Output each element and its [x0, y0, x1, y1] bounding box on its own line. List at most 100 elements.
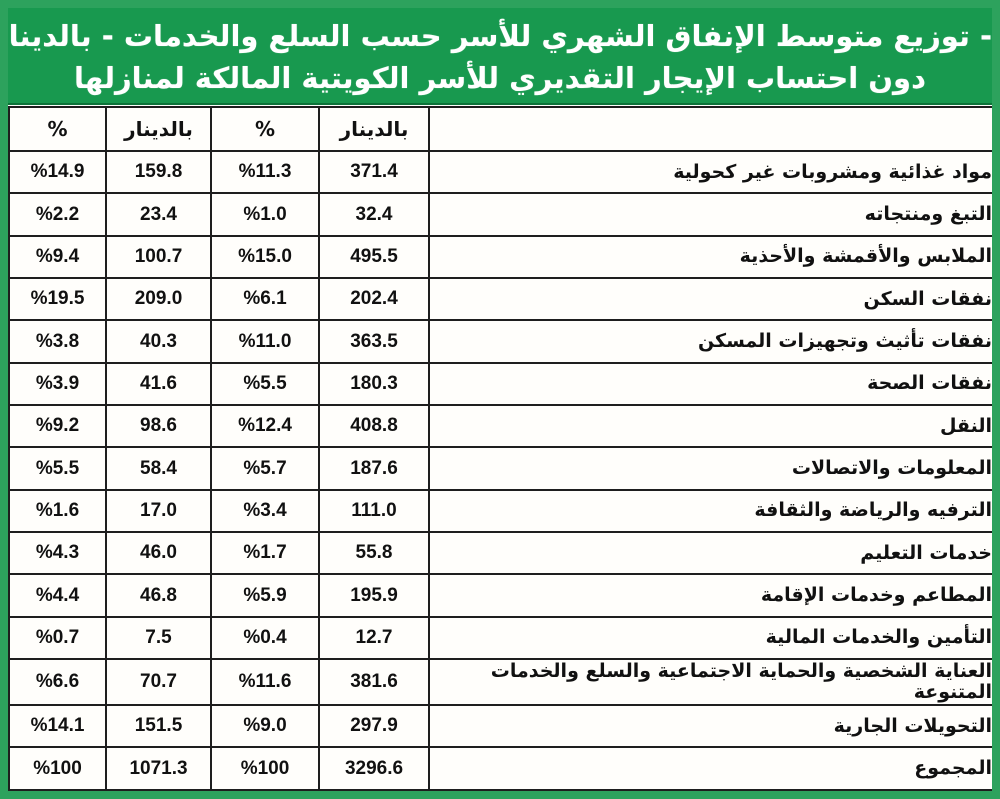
- pct-cell: %5.5: [8, 446, 107, 491]
- pct-cell: %6.1: [210, 277, 320, 322]
- pct-cell: %5.7: [210, 446, 320, 491]
- pct-cell: %1.0: [210, 192, 320, 237]
- title-line-1: - توزيع متوسط الإنفاق الشهري للأسر حسب ا…: [0, 19, 992, 53]
- pct-cell: %1.6: [8, 488, 107, 534]
- pct-cell: %11.6: [210, 658, 320, 707]
- dinar-cell: 41.6: [105, 361, 212, 407]
- dinar-cell: 70.7: [105, 658, 212, 707]
- dinar-cell: 98.6: [105, 404, 212, 449]
- table-row: %9.2 98.6 %12.4 408.8 النقل: [8, 404, 994, 449]
- dinar-cell: 202.4: [318, 277, 430, 322]
- table-row: %3.8 40.3 %11.0 363.5 نفقات تأثيث وتجهيز…: [8, 319, 994, 364]
- pct-cell: %9.0: [210, 704, 320, 749]
- pct-cell: %100: [8, 746, 107, 791]
- dinar-cell: 363.5: [318, 319, 430, 364]
- pct-cell: %0.4: [210, 615, 320, 661]
- table-header-row: % بالدينار % بالدينار: [8, 106, 994, 152]
- table-row: %4.4 46.8 %5.9 195.9 المطاعم وخدمات الإق…: [8, 573, 994, 618]
- pct-cell: %1.7: [210, 531, 320, 576]
- table-row: %14.1 151.5 %9.0 297.9 التحويلات الجارية: [8, 704, 994, 749]
- dinar-header: بالدينار: [105, 106, 212, 152]
- dinar-cell: 371.4: [318, 149, 430, 195]
- pct-cell: %3.9: [8, 361, 107, 407]
- dinar-cell: 46.0: [105, 531, 212, 576]
- pct-cell: %2.2: [8, 192, 107, 237]
- table-row: %6.6 70.7 %11.6 381.6 العناية الشخصية وا…: [8, 658, 994, 707]
- category-cell: التبغ ومنتجاته: [428, 192, 994, 237]
- category-cell: النقل: [428, 404, 994, 449]
- category-cell: خدمات التعليم: [428, 531, 994, 576]
- dinar-cell: 381.6: [318, 658, 430, 707]
- pct-cell: %9.4: [8, 234, 107, 280]
- pct-cell: %5.9: [210, 573, 320, 618]
- pct-cell: %9.2: [8, 404, 107, 449]
- pct-cell: %14.1: [8, 704, 107, 749]
- dinar-cell: 23.4: [105, 192, 212, 237]
- table-row: %19.5 209.0 %6.1 202.4 نفقات السكن: [8, 277, 994, 322]
- dinar-cell: 32.4: [318, 192, 430, 237]
- table-row: %2.2 23.4 %1.0 32.4 التبغ ومنتجاته: [8, 192, 994, 237]
- dinar-cell: 159.8: [105, 149, 212, 195]
- table-row: %9.4 100.7 %15.0 495.5 الملابس والأقمشة …: [8, 234, 994, 280]
- pct-cell: %4.4: [8, 573, 107, 618]
- pct-cell: %11.3: [210, 149, 320, 195]
- dinar-cell: 1071.3: [105, 746, 212, 791]
- table-row: %100 1071.3 %100 3296.6 المجموع: [8, 746, 994, 791]
- pct-cell: %14.9: [8, 149, 107, 195]
- pct-cell: %6.6: [8, 658, 107, 707]
- category-cell: نفقات السكن: [428, 277, 994, 322]
- dinar-cell: 40.3: [105, 319, 212, 364]
- dinar-cell: 12.7: [318, 615, 430, 661]
- table-row: %5.5 58.4 %5.7 187.6 المعلومات والاتصالا…: [8, 446, 994, 491]
- dinar-cell: 17.0: [105, 488, 212, 534]
- pct-cell: %0.7: [8, 615, 107, 661]
- percent-header: %: [8, 106, 107, 152]
- dinar-header: بالدينار: [318, 106, 430, 152]
- pct-cell: %100: [210, 746, 320, 791]
- dinar-cell: 55.8: [318, 531, 430, 576]
- title-banner: - توزيع متوسط الإنفاق الشهري للأسر حسب ا…: [0, 8, 992, 105]
- dinar-cell: 209.0: [105, 277, 212, 322]
- dinar-cell: 46.8: [105, 573, 212, 618]
- percent-header: %: [210, 106, 320, 152]
- pct-cell: %11.0: [210, 319, 320, 364]
- category-header: [428, 106, 994, 152]
- category-cell: المعلومات والاتصالات: [428, 446, 994, 491]
- category-cell: المجموع: [428, 746, 994, 791]
- pct-cell: %5.5: [210, 361, 320, 407]
- table-row: %0.7 7.5 %0.4 12.7 التأمين والخدمات الما…: [8, 615, 994, 661]
- category-cell: الملابس والأقمشة والأحذية: [428, 234, 994, 280]
- category-cell: المطاعم وخدمات الإقامة: [428, 573, 994, 618]
- dinar-cell: 7.5: [105, 615, 212, 661]
- dinar-cell: 408.8: [318, 404, 430, 449]
- dinar-cell: 3296.6: [318, 746, 430, 791]
- table-row: %3.9 41.6 %5.5 180.3 نفقات الصحة: [8, 361, 994, 407]
- table-row: %14.9 159.8 %11.3 371.4 مواد غذائية ومشر…: [8, 149, 994, 195]
- dinar-cell: 58.4: [105, 446, 212, 491]
- title-line-2: دون احتساب الإيجار التقديري للأسر الكويت…: [74, 61, 926, 95]
- pct-cell: %15.0: [210, 234, 320, 280]
- pct-cell: %4.3: [8, 531, 107, 576]
- category-cell: العناية الشخصية والحماية الاجتماعية والس…: [428, 658, 994, 707]
- category-cell: التأمين والخدمات المالية: [428, 615, 994, 661]
- dinar-cell: 297.9: [318, 704, 430, 749]
- category-cell: مواد غذائية ومشروبات غير كحولية: [428, 149, 994, 195]
- table-row: %1.6 17.0 %3.4 111.0 الترفيه والرياضة وا…: [8, 488, 994, 534]
- dinar-cell: 180.3: [318, 361, 430, 407]
- dinar-cell: 151.5: [105, 704, 212, 749]
- dinar-cell: 187.6: [318, 446, 430, 491]
- expenditure-table: % بالدينار % بالدينار %14.9 159.8 %11.3 …: [8, 106, 994, 791]
- category-cell: الترفيه والرياضة والثقافة: [428, 488, 994, 534]
- dinar-cell: 195.9: [318, 573, 430, 618]
- category-cell: نفقات تأثيث وتجهيزات المسكن: [428, 319, 994, 364]
- table-body: %14.9 159.8 %11.3 371.4 مواد غذائية ومشر…: [8, 149, 994, 791]
- dinar-cell: 495.5: [318, 234, 430, 280]
- pct-cell: %3.8: [8, 319, 107, 364]
- table-row: %4.3 46.0 %1.7 55.8 خدمات التعليم: [8, 531, 994, 576]
- category-cell: نفقات الصحة: [428, 361, 994, 407]
- pct-cell: %19.5: [8, 277, 107, 322]
- dinar-cell: 111.0: [318, 488, 430, 534]
- dinar-cell: 100.7: [105, 234, 212, 280]
- category-cell: التحويلات الجارية: [428, 704, 994, 749]
